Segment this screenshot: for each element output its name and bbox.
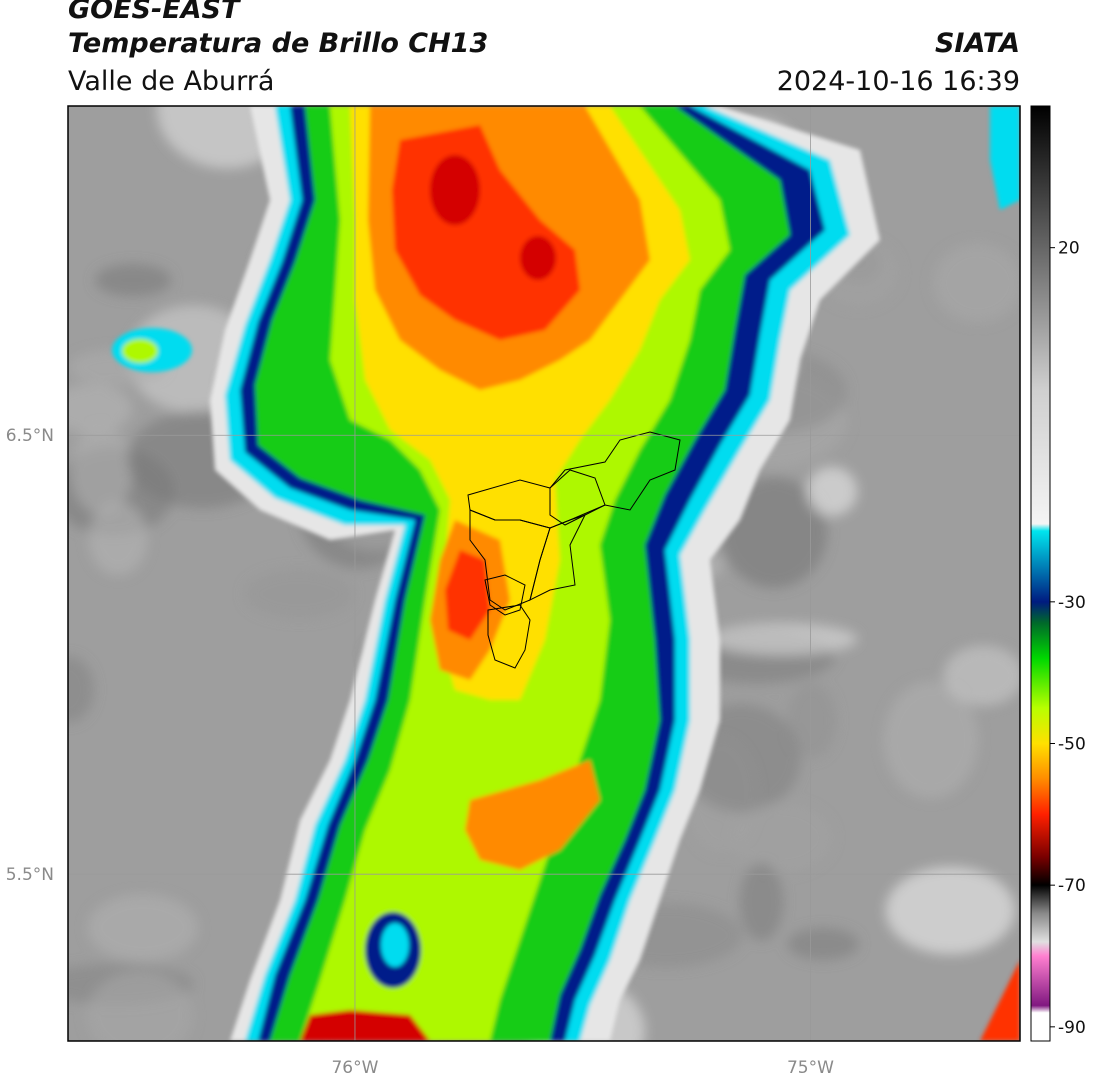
terrain-patch xyxy=(86,971,194,1041)
cloud-core-deepred-1 xyxy=(430,155,480,225)
terrain-patch xyxy=(787,927,860,961)
terrain-patch xyxy=(883,681,979,799)
boundary-bello xyxy=(549,469,606,526)
map-field xyxy=(68,106,1020,1041)
isolated-cell-ne xyxy=(990,106,1020,210)
datetime-label: 2024-10-16 16:39 xyxy=(776,66,1020,97)
terrain-patch xyxy=(68,656,95,723)
agency-label: SIATA xyxy=(934,28,1020,59)
terrain-patch xyxy=(720,477,828,589)
isolated-cell-green xyxy=(122,339,158,363)
colorbar-tick-label: -30 xyxy=(1058,593,1086,613)
colorbar-ramp xyxy=(1030,105,1051,1042)
lat-tick-label: 5.5°N xyxy=(6,865,54,885)
isolated-cell-cyan-south xyxy=(381,923,409,967)
terrain-patch xyxy=(885,866,1016,955)
terrain-patch xyxy=(94,263,172,297)
boundary-medellin xyxy=(469,509,551,611)
colorbar-tick-label: 20 xyxy=(1058,239,1080,259)
cloud-core-red-south xyxy=(300,1010,430,1041)
terrain-patch xyxy=(70,425,133,515)
isolated-cell-se xyxy=(980,960,1020,1041)
terrain-patch xyxy=(806,466,858,516)
terrain-patch xyxy=(708,623,858,655)
colorbar: 20 -30 -50 -70 -90 xyxy=(1030,105,1086,1042)
terrain-patch xyxy=(244,569,354,619)
terrain-patch xyxy=(732,802,833,873)
terrain-patch xyxy=(943,645,1020,706)
colorbar-tick-label: -50 xyxy=(1058,735,1086,755)
lat-tick-label: 6.5°N xyxy=(6,426,54,446)
terrain-patch xyxy=(932,243,1020,323)
lon-tick-label: 75°W xyxy=(787,1058,834,1078)
graticule xyxy=(68,106,1020,1041)
municipality-boundaries xyxy=(467,431,681,669)
axis-labels: 6.5°N 5.5°N 76°W 75°W xyxy=(6,426,834,1078)
terrain-patch xyxy=(68,383,133,434)
boundary-south xyxy=(487,604,531,669)
lon-tick-label: 76°W xyxy=(331,1058,378,1078)
cloud-core-red-lower xyxy=(445,550,490,640)
product-title: Temperatura de Brillo CH13 xyxy=(68,28,489,59)
boundary-envigado xyxy=(484,574,526,616)
map-frame xyxy=(67,105,1021,1042)
cloud-core-deepred-2 xyxy=(520,236,556,280)
colorbar-tick-label: -90 xyxy=(1058,1018,1086,1038)
terrain-patch xyxy=(88,501,148,576)
terrain-patch xyxy=(87,894,199,962)
colorbar-tick-label: -70 xyxy=(1058,876,1086,896)
region-subtitle: Valle de Aburrá xyxy=(68,66,275,97)
terrain-patch xyxy=(739,862,784,941)
cloud-band-orange-south xyxy=(465,760,600,870)
terrain-patch xyxy=(787,683,837,759)
satellite-title: GOES-EAST xyxy=(68,0,240,25)
